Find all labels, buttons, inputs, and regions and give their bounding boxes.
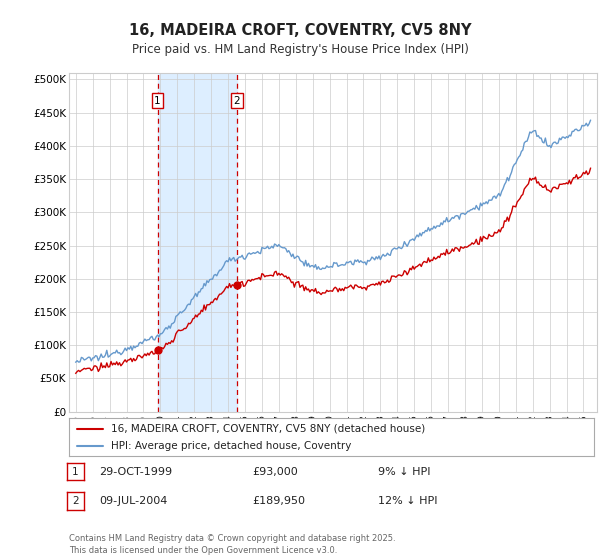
Bar — [158, 73, 237, 412]
Text: 16, MADEIRA CROFT, COVENTRY, CV5 8NY: 16, MADEIRA CROFT, COVENTRY, CV5 8NY — [129, 24, 471, 38]
Text: 1: 1 — [154, 96, 161, 106]
Text: 1: 1 — [72, 466, 79, 477]
Text: 12% ↓ HPI: 12% ↓ HPI — [378, 496, 437, 506]
Text: HPI: Average price, detached house, Coventry: HPI: Average price, detached house, Cove… — [111, 441, 352, 451]
Text: Contains HM Land Registry data © Crown copyright and database right 2025.
This d: Contains HM Land Registry data © Crown c… — [69, 534, 395, 555]
Text: 16, MADEIRA CROFT, COVENTRY, CV5 8NY (detached house): 16, MADEIRA CROFT, COVENTRY, CV5 8NY (de… — [111, 423, 425, 433]
Text: £93,000: £93,000 — [252, 466, 298, 477]
Text: 2: 2 — [233, 96, 240, 106]
Text: 29-OCT-1999: 29-OCT-1999 — [99, 466, 172, 477]
Text: Price paid vs. HM Land Registry's House Price Index (HPI): Price paid vs. HM Land Registry's House … — [131, 43, 469, 56]
Text: 9% ↓ HPI: 9% ↓ HPI — [378, 466, 431, 477]
Text: £189,950: £189,950 — [252, 496, 305, 506]
Text: 2: 2 — [72, 496, 79, 506]
Text: 09-JUL-2004: 09-JUL-2004 — [99, 496, 167, 506]
